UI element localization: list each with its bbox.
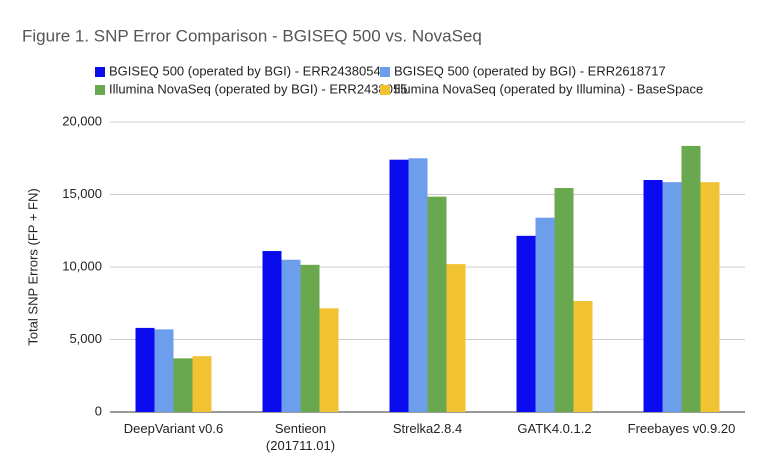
bar — [535, 217, 555, 412]
legend-label: Illumina NovaSeq (operated by Illumina) … — [394, 81, 703, 96]
chart-title: Figure 1. SNP Error Comparison - BGISEQ … — [22, 26, 482, 45]
x-tick-label: Freebayes v0.9.20 — [628, 421, 736, 436]
legend-swatch — [95, 85, 105, 95]
bar — [408, 158, 428, 412]
y-tick-label: 20,000 — [62, 113, 102, 128]
bar — [643, 180, 663, 412]
bar — [192, 356, 212, 412]
bar — [573, 301, 593, 412]
bar — [389, 159, 409, 412]
x-tick-label: Strelka2.8.4 — [393, 421, 462, 436]
x-tick-label: GATK4.0.1.2 — [517, 421, 591, 436]
y-axis-title: Total SNP Errors (FP + FN) — [25, 188, 40, 345]
bar — [154, 329, 174, 412]
bar — [281, 259, 301, 412]
bar — [135, 327, 155, 412]
bar — [446, 264, 466, 412]
legend-label: BGISEQ 500 (operated by BGI) - ERR261871… — [394, 63, 666, 78]
y-tick-label: 10,000 — [62, 258, 102, 273]
bar — [427, 196, 447, 412]
y-tick-label: 0 — [95, 403, 102, 418]
bar — [554, 187, 574, 412]
bar — [516, 235, 536, 412]
y-tick-label: 15,000 — [62, 186, 102, 201]
legend-label: Illumina NovaSeq (operated by BGI) - ERR… — [109, 81, 407, 96]
legend-swatch — [380, 67, 390, 77]
x-tick-label: DeepVariant v0.6 — [124, 421, 224, 436]
bar — [319, 308, 339, 412]
bar — [262, 251, 282, 412]
bar — [173, 358, 193, 412]
bar — [700, 182, 720, 412]
legend-swatch — [95, 67, 105, 77]
legend-swatch — [380, 85, 390, 95]
bar — [681, 145, 701, 413]
bar — [662, 182, 682, 412]
x-tick-label: Sentieon (201711.01) — [266, 421, 335, 453]
legend-label: BGISEQ 500 (operated by BGI) - ERR243805… — [109, 63, 381, 78]
y-tick-label: 5,000 — [69, 331, 102, 346]
bar — [300, 264, 320, 412]
